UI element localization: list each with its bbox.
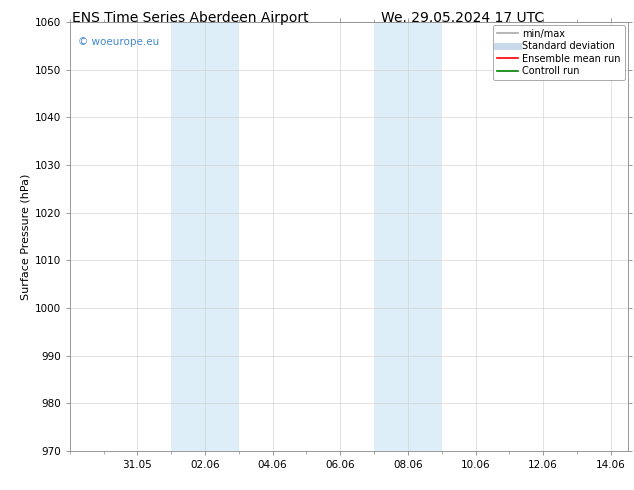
Bar [374,22,442,451]
Text: © woeurope.eu: © woeurope.eu [78,37,159,47]
Text: We. 29.05.2024 17 UTC: We. 29.05.2024 17 UTC [381,11,545,25]
Y-axis label: Surface Pressure (hPa): Surface Pressure (hPa) [20,173,30,299]
Text: ENS Time Series Aberdeen Airport: ENS Time Series Aberdeen Airport [72,11,309,25]
Legend: min/max, Standard deviation, Ensemble mean run, Controll run: min/max, Standard deviation, Ensemble me… [493,25,624,80]
Bar [171,22,239,451]
